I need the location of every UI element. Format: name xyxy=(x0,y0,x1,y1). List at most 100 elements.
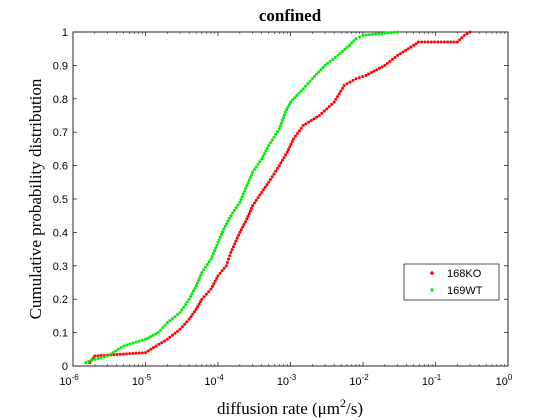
y-tick-label: 0.9 xyxy=(53,60,68,72)
data-point-169WT xyxy=(286,105,290,109)
data-point-168KO xyxy=(196,305,200,309)
data-point-169WT xyxy=(218,235,222,239)
data-point-169WT xyxy=(383,31,387,35)
data-point-168KO xyxy=(165,337,169,341)
data-point-169WT xyxy=(306,82,310,86)
data-point-169WT xyxy=(185,300,189,304)
data-point-169WT xyxy=(189,295,193,299)
data-point-168KO xyxy=(256,196,260,200)
data-point-169WT xyxy=(380,32,384,36)
data-point-168KO xyxy=(277,164,281,168)
data-point-169WT xyxy=(227,216,231,220)
data-point-169WT xyxy=(261,154,265,158)
data-point-168KO xyxy=(334,97,338,101)
data-point-169WT xyxy=(96,356,100,360)
data-point-168KO xyxy=(342,83,346,87)
data-point-168KO xyxy=(225,260,229,264)
data-point-168KO xyxy=(272,172,276,176)
x-tick-label: 100 xyxy=(496,373,513,388)
data-point-168KO xyxy=(282,156,286,160)
data-point-169WT xyxy=(217,238,221,242)
data-point-168KO xyxy=(364,73,368,77)
x-tick-label: 10-3 xyxy=(277,373,297,388)
data-point-169WT xyxy=(370,32,374,36)
data-point-169WT xyxy=(274,132,278,136)
data-point-168KO xyxy=(170,333,174,337)
legend-label-168ko: 168KO xyxy=(447,268,482,280)
data-point-169WT xyxy=(280,119,284,123)
data-point-169WT xyxy=(326,61,330,65)
data-point-168KO xyxy=(320,111,324,115)
data-point-168KO xyxy=(412,43,416,47)
x-tick-label-exponent: -5 xyxy=(144,373,152,382)
data-point-168KO xyxy=(189,315,193,319)
y-tick-label: 0.1 xyxy=(53,328,68,340)
data-point-168KO xyxy=(465,32,469,36)
data-point-169WT xyxy=(222,227,226,231)
data-point-169WT xyxy=(212,249,216,253)
data-point-168KO xyxy=(227,257,231,261)
data-point-168KO xyxy=(388,59,392,63)
legend-marker-169wt xyxy=(430,288,434,292)
y-tick-label: 0.8 xyxy=(53,94,68,106)
data-point-169WT xyxy=(210,254,214,258)
data-point-168KO xyxy=(234,239,238,243)
data-point-168KO xyxy=(197,302,201,306)
data-point-168KO xyxy=(317,114,321,117)
data-point-169WT xyxy=(198,276,202,280)
data-point-169WT xyxy=(265,146,269,150)
data-point-168KO xyxy=(228,254,232,258)
data-point-168KO xyxy=(452,40,456,44)
data-point-169WT xyxy=(328,59,332,63)
data-point-168KO xyxy=(339,89,343,93)
data-point-168KO xyxy=(213,279,217,283)
data-point-168KO xyxy=(279,161,283,165)
data-point-168KO xyxy=(230,248,234,252)
data-point-168KO xyxy=(204,292,208,296)
data-point-169WT xyxy=(283,110,287,114)
data-point-168KO xyxy=(423,40,427,44)
x-tick-label-base: 10 xyxy=(422,376,434,388)
data-point-168KO xyxy=(163,339,167,343)
x-tick-label-base: 10 xyxy=(132,376,144,388)
data-point-169WT xyxy=(240,195,244,199)
data-point-169WT xyxy=(116,347,120,351)
data-point-168KO xyxy=(345,82,349,86)
data-point-168KO xyxy=(237,233,241,237)
data-point-168KO xyxy=(398,52,402,56)
data-point-168KO xyxy=(121,352,125,356)
data-point-169WT xyxy=(264,149,268,153)
data-point-168KO xyxy=(144,351,147,355)
data-point-168KO xyxy=(260,190,264,194)
data-point-168KO xyxy=(96,354,100,358)
data-point-169WT xyxy=(125,343,129,347)
data-point-168KO xyxy=(212,282,216,286)
data-point-168KO xyxy=(137,351,141,355)
data-point-168KO xyxy=(315,115,319,119)
data-point-169WT xyxy=(291,98,295,102)
legend-label-169wt: 169WT xyxy=(447,285,483,297)
data-point-168KO xyxy=(216,274,220,278)
x-axis-label-tail: /s) xyxy=(346,399,363,418)
data-point-168KO xyxy=(233,242,237,246)
data-point-169WT xyxy=(232,208,236,212)
data-point-169WT xyxy=(154,332,158,336)
data-point-168KO xyxy=(375,68,379,72)
data-point-168KO xyxy=(151,346,155,350)
data-point-168KO xyxy=(414,42,418,46)
data-point-169WT xyxy=(90,358,94,362)
data-point-168KO xyxy=(284,153,288,157)
data-point-168KO xyxy=(146,349,150,353)
data-point-169WT xyxy=(374,32,378,36)
data-point-168KO xyxy=(458,38,462,42)
data-point-168KO xyxy=(385,61,389,65)
data-point-169WT xyxy=(151,333,155,337)
data-point-168KO xyxy=(140,351,144,355)
data-point-169WT xyxy=(279,121,283,125)
data-point-168KO xyxy=(149,347,153,351)
data-point-168KO xyxy=(251,204,255,208)
data-point-169WT xyxy=(247,178,251,182)
data-point-168KO xyxy=(99,354,103,358)
data-point-169WT xyxy=(161,326,165,330)
data-point-168KO xyxy=(325,107,329,111)
